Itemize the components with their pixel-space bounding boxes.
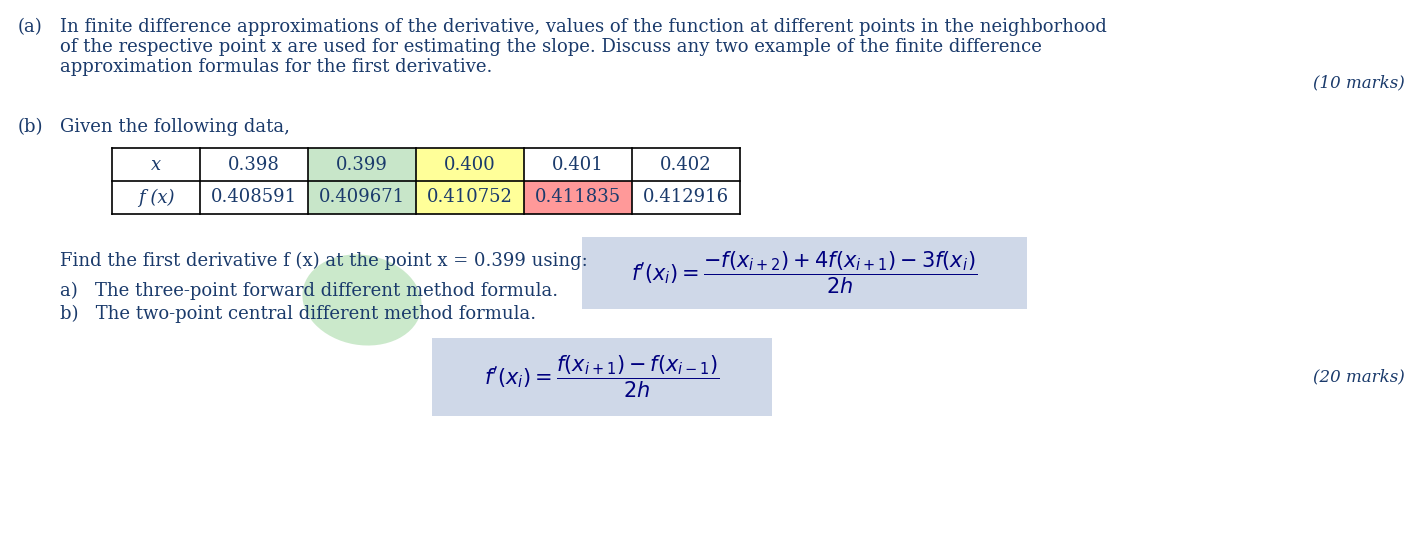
Bar bbox=[308, 148, 416, 181]
Text: 0.408591: 0.408591 bbox=[211, 188, 298, 206]
Bar bbox=[112, 148, 199, 181]
Text: (20 marks): (20 marks) bbox=[1313, 368, 1405, 385]
Bar bbox=[416, 148, 524, 181]
Bar bbox=[308, 181, 416, 214]
Bar bbox=[632, 181, 740, 214]
Bar bbox=[632, 148, 740, 181]
Bar bbox=[199, 148, 308, 181]
Bar bbox=[431, 338, 772, 416]
Text: (a): (a) bbox=[19, 18, 43, 36]
Text: 0.410752: 0.410752 bbox=[427, 188, 513, 206]
Text: 0.411835: 0.411835 bbox=[535, 188, 621, 206]
Text: of the respective point x are used for estimating the slope. Discuss any two exa: of the respective point x are used for e… bbox=[60, 38, 1042, 56]
Text: 0.409671: 0.409671 bbox=[319, 188, 404, 206]
Text: 0.400: 0.400 bbox=[444, 155, 496, 174]
Text: approximation formulas for the first derivative.: approximation formulas for the first der… bbox=[60, 58, 493, 76]
Text: $f'(x_i) = \dfrac{f(x_{i+1}) - f(x_{i-1})}{2h}$: $f'(x_i) = \dfrac{f(x_{i+1}) - f(x_{i-1}… bbox=[484, 354, 721, 400]
Bar bbox=[524, 148, 632, 181]
Text: Given the following data,: Given the following data, bbox=[60, 118, 290, 136]
Bar bbox=[582, 237, 1027, 309]
Bar bbox=[112, 181, 199, 214]
Text: x: x bbox=[151, 155, 161, 174]
Bar bbox=[524, 181, 632, 214]
Bar bbox=[199, 181, 308, 214]
Text: 0.402: 0.402 bbox=[661, 155, 712, 174]
Text: b)   The two-point central different method formula.: b) The two-point central different metho… bbox=[60, 305, 535, 323]
Text: a)   The three-point forward different method formula.: a) The three-point forward different met… bbox=[60, 282, 558, 300]
Text: 0.398: 0.398 bbox=[228, 155, 281, 174]
Text: 0.401: 0.401 bbox=[553, 155, 604, 174]
Text: In finite difference approximations of the derivative, values of the function at: In finite difference approximations of t… bbox=[60, 18, 1106, 36]
Text: f (x): f (x) bbox=[138, 188, 174, 207]
Text: (b): (b) bbox=[19, 118, 44, 136]
Text: 0.399: 0.399 bbox=[336, 155, 387, 174]
Text: (10 marks): (10 marks) bbox=[1313, 74, 1405, 91]
Text: $f'(x_i) = \dfrac{-f(x_{i+2}) + 4f(x_{i+1}) - 3f(x_i)}{2h}$: $f'(x_i) = \dfrac{-f(x_{i+2}) + 4f(x_{i+… bbox=[631, 250, 977, 296]
Text: 0.412916: 0.412916 bbox=[644, 188, 729, 206]
Ellipse shape bbox=[302, 255, 422, 345]
Bar bbox=[416, 181, 524, 214]
Text: Find the first derivative f (x) at the point x = 0.399 using:: Find the first derivative f (x) at the p… bbox=[60, 252, 588, 270]
